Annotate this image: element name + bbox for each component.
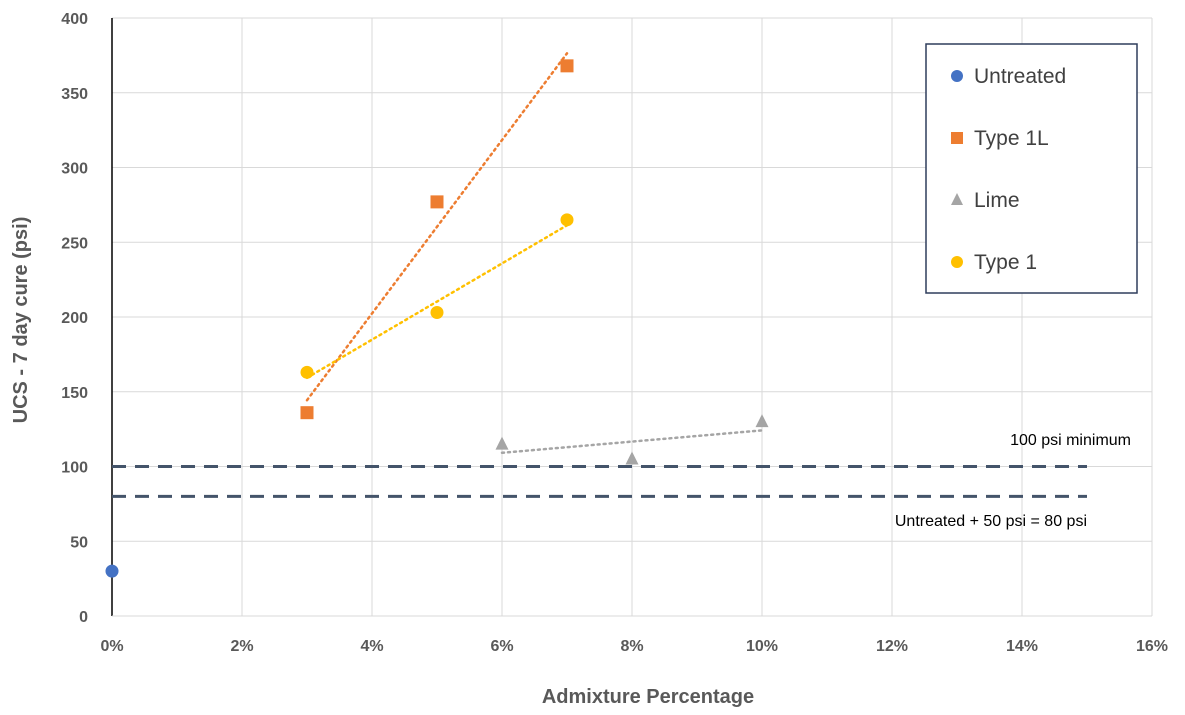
x-tick-label: 6%	[490, 638, 513, 655]
legend-label-untreated: Untreated	[974, 65, 1066, 88]
x-axis-title: Admixture Percentage	[542, 686, 754, 708]
y-tick-label: 400	[61, 11, 88, 28]
data-point-type-1l	[560, 59, 574, 73]
y-tick-label: 150	[61, 385, 88, 402]
trendlines	[305, 52, 764, 455]
x-tick-label: 0%	[100, 638, 123, 655]
data-point-type-1l	[430, 195, 444, 209]
data-point-lime	[495, 436, 509, 450]
legend-marker-untreated	[951, 70, 963, 82]
x-tick-label: 12%	[876, 638, 908, 655]
x-tick-label: 2%	[230, 638, 253, 655]
x-tick-labels: 0% 2% 4% 6% 8% 10% 12% 14% 16%	[100, 638, 1168, 655]
legend-label-type-1l: Type 1L	[974, 127, 1049, 150]
data-point-type-1	[300, 365, 314, 379]
y-tick-label: 100	[61, 460, 88, 477]
legend-label-type-1: Type 1	[974, 251, 1037, 274]
legend-label-lime: Lime	[974, 189, 1020, 212]
data-points	[105, 59, 769, 578]
data-point-lime	[755, 414, 769, 428]
x-tick-label: 4%	[360, 638, 383, 655]
data-point-type-1	[560, 213, 574, 227]
x-tick-label: 8%	[620, 638, 643, 655]
legend-box	[925, 43, 1138, 294]
x-tick-label: 14%	[1006, 638, 1038, 655]
data-point-type-1l	[300, 406, 314, 420]
y-tick-labels: 0 50 100 150 200 250 300 350 400	[61, 11, 88, 626]
y-tick-label: 50	[70, 534, 88, 551]
legend-marker-type-1	[951, 256, 963, 268]
gridlines	[111, 17, 1153, 617]
legend-marker-lime	[951, 193, 963, 205]
data-point-untreated	[105, 564, 119, 578]
data-point-type-1	[430, 306, 444, 320]
y-tick-label: 350	[61, 86, 88, 103]
y-tick-label: 200	[61, 310, 88, 327]
trendline-type-1l	[305, 52, 569, 402]
legend-marker-type-1l	[951, 132, 963, 144]
trendline-type-1	[305, 224, 569, 380]
y-tick-label: 250	[61, 235, 88, 252]
ref-line-label-100-psi: 100 psi minimum	[1010, 432, 1131, 449]
trendline-lime	[500, 429, 764, 455]
x-tick-label: 10%	[746, 638, 778, 655]
ref-line-label-80-psi: Untreated + 50 psi = 80 psi	[895, 513, 1087, 530]
reference-lines	[112, 465, 1087, 498]
y-tick-label: 300	[61, 161, 88, 178]
data-point-lime	[625, 451, 639, 465]
y-tick-label: 0	[79, 609, 88, 626]
y-axis-title: UCS - 7 day cure (psi)	[10, 217, 32, 424]
x-tick-label: 16%	[1136, 638, 1168, 655]
legend: Untreated Type 1L Lime Type 1	[925, 43, 1138, 294]
legend-items: Untreated Type 1L Lime Type 1	[951, 65, 1066, 274]
